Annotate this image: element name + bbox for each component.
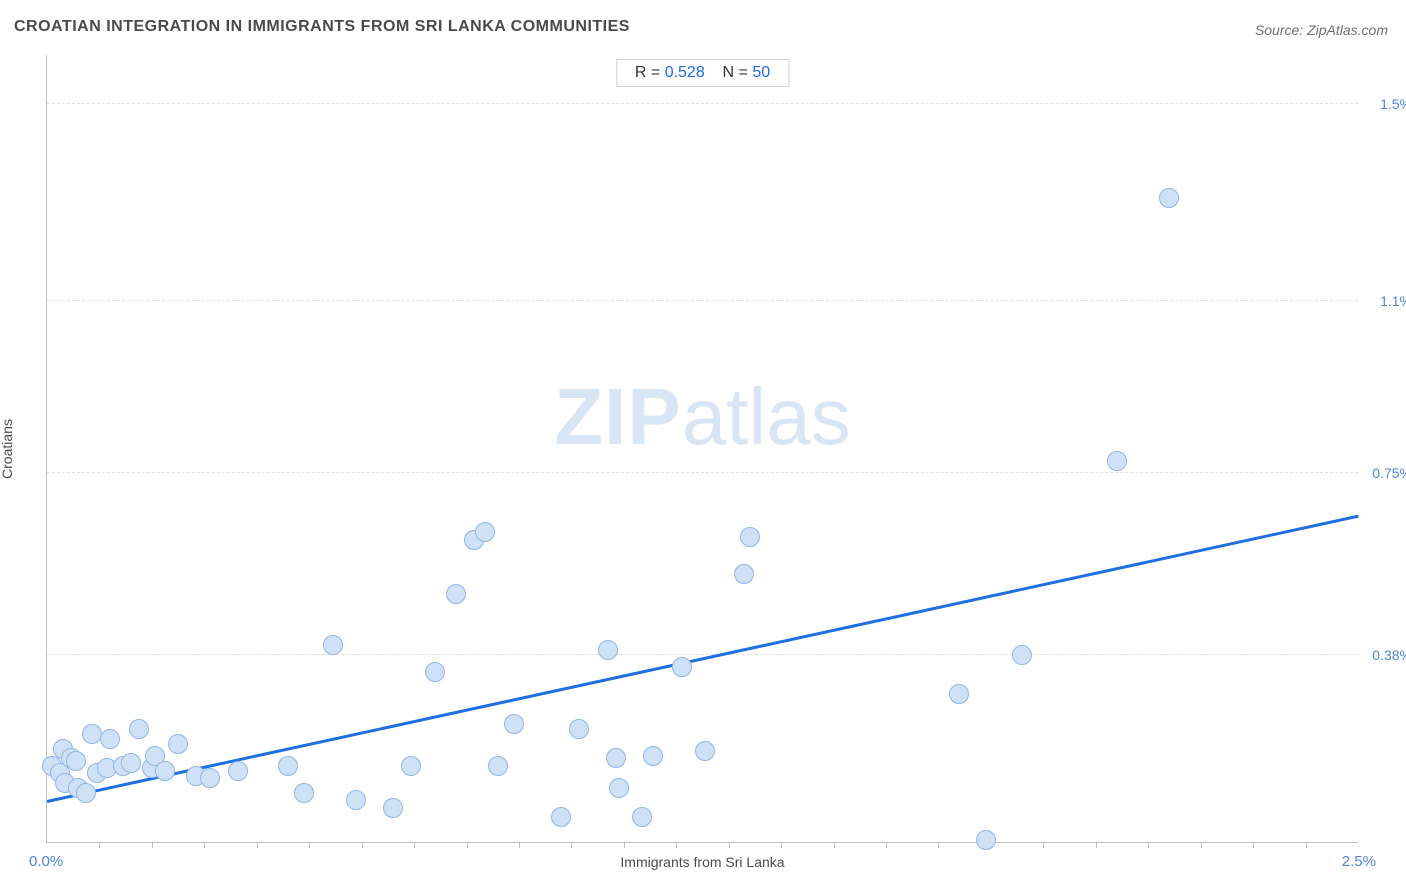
x-tick-mark xyxy=(1201,842,1202,848)
watermark-zip: ZIP xyxy=(554,372,681,461)
r-label: R = xyxy=(635,64,665,81)
x-tick-mark xyxy=(257,842,258,848)
data-point xyxy=(1159,188,1179,208)
data-point xyxy=(475,522,495,542)
x-tick-mark xyxy=(1306,842,1307,848)
data-point xyxy=(278,756,298,776)
x-tick-mark xyxy=(676,842,677,848)
watermark-atlas: atlas xyxy=(682,372,851,461)
data-point xyxy=(976,830,996,850)
y-axis-label: Croatians xyxy=(0,419,15,479)
x-tick-mark xyxy=(781,842,782,848)
data-point xyxy=(294,783,314,803)
chart-header: CROATIAN INTEGRATION IN IMMIGRANTS FROM … xyxy=(14,18,1392,46)
x-tick-mark xyxy=(1148,842,1149,848)
gridline xyxy=(47,472,1358,473)
data-point xyxy=(1012,645,1032,665)
scatter-chart: ZIPatlas R = 0.528 N = 50 Croatians Immi… xyxy=(46,55,1358,843)
data-point xyxy=(551,807,571,827)
y-tick-label: 0.75% xyxy=(1364,465,1406,481)
data-point xyxy=(504,714,524,734)
x-tick-mark xyxy=(467,842,468,848)
data-point xyxy=(401,756,421,776)
data-point xyxy=(609,778,629,798)
n-label: N = xyxy=(723,64,753,81)
x-tick-mark xyxy=(519,842,520,848)
x-tick-mark xyxy=(1043,842,1044,848)
data-point xyxy=(82,724,102,744)
data-point xyxy=(632,807,652,827)
y-tick-label: 1.5% xyxy=(1364,96,1406,112)
x-tick-mark xyxy=(414,842,415,848)
watermark: ZIPatlas xyxy=(554,371,850,463)
data-point xyxy=(606,748,626,768)
data-point xyxy=(425,662,445,682)
x-tick-mark xyxy=(1253,842,1254,848)
data-point xyxy=(346,790,366,810)
data-point xyxy=(228,761,248,781)
x-tick-mark xyxy=(886,842,887,848)
source-prefix: Source: xyxy=(1255,22,1307,38)
stats-box: R = 0.528 N = 50 xyxy=(616,59,789,87)
x-tick-mark xyxy=(152,842,153,848)
data-point xyxy=(76,783,96,803)
data-point xyxy=(598,640,618,660)
data-point xyxy=(740,527,760,547)
x-tick-mark xyxy=(834,842,835,848)
data-point xyxy=(949,684,969,704)
x-tick-mark xyxy=(362,842,363,848)
x-tick-mark xyxy=(729,842,730,848)
data-point xyxy=(695,741,715,761)
data-point xyxy=(1107,451,1127,471)
data-point xyxy=(734,564,754,584)
data-point xyxy=(569,719,589,739)
data-point xyxy=(200,768,220,788)
data-point xyxy=(155,761,175,781)
x-tick-mark xyxy=(938,842,939,848)
x-tick-mark xyxy=(204,842,205,848)
gridline xyxy=(47,300,1358,301)
x-tick-mark xyxy=(309,842,310,848)
page-title: CROATIAN INTEGRATION IN IMMIGRANTS FROM … xyxy=(14,18,630,35)
y-tick-label: 1.1% xyxy=(1364,293,1406,309)
data-point xyxy=(66,751,86,771)
x-axis-label: Immigrants from Sri Lanka xyxy=(620,854,784,870)
data-point xyxy=(643,746,663,766)
data-point xyxy=(168,734,188,754)
data-point xyxy=(100,729,120,749)
x-axis-min: 0.0% xyxy=(29,853,63,870)
data-point xyxy=(323,635,343,655)
x-axis-max: 2.5% xyxy=(1342,853,1376,870)
x-tick-mark xyxy=(1096,842,1097,848)
gridline xyxy=(47,103,1358,104)
data-point xyxy=(672,657,692,677)
r-value: 0.528 xyxy=(665,64,705,81)
x-tick-mark xyxy=(571,842,572,848)
data-point xyxy=(488,756,508,776)
data-point xyxy=(383,798,403,818)
gridline xyxy=(47,654,1358,655)
source-attribution: Source: ZipAtlas.com xyxy=(1255,22,1388,38)
data-point xyxy=(446,584,466,604)
source-name: ZipAtlas.com xyxy=(1307,22,1388,38)
data-point xyxy=(121,753,141,773)
x-tick-mark xyxy=(99,842,100,848)
n-value: 50 xyxy=(752,64,770,81)
data-point xyxy=(129,719,149,739)
x-tick-mark xyxy=(624,842,625,848)
y-tick-label: 0.38% xyxy=(1364,647,1406,663)
